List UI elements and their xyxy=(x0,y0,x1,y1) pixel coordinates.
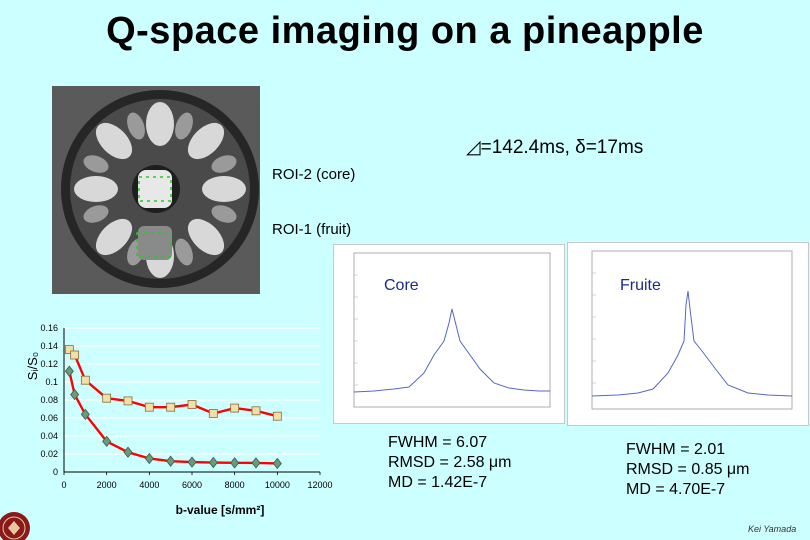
series-1-point xyxy=(272,411,282,421)
series-2-point xyxy=(102,435,112,448)
y-axis-label: Sᵢ/S₀ xyxy=(25,352,40,380)
core-label: Core xyxy=(384,277,419,294)
series-1-point xyxy=(123,396,133,406)
y-tick-label: 0.04 xyxy=(40,431,58,441)
core-md: MD = 1.42E-7 xyxy=(388,474,488,491)
core-fwhm: FWHM = 6.07 xyxy=(388,434,488,451)
core-stats: FWHM = 6.07 RMSD = 2.58 μm MD = 1.42E-7 xyxy=(388,433,511,493)
series-2-point xyxy=(64,365,74,377)
series-1-point xyxy=(64,345,74,355)
series-2-point xyxy=(187,456,197,468)
series-1-point xyxy=(166,402,176,412)
series-2-point xyxy=(123,446,133,458)
x-tick-label: 0 xyxy=(61,480,66,490)
fruit-md: MD = 4.70E-7 xyxy=(626,481,726,498)
y-tick-label: 0.08 xyxy=(40,395,58,405)
roi-1-label: ROI-1 (fruit) xyxy=(272,221,352,238)
x-tick-label: 10000 xyxy=(265,480,290,490)
fruit-label: Fruite xyxy=(620,277,661,294)
fruit-stats: FWHM = 2.01 RMSD = 0.85 μm MD = 4.70E-7 xyxy=(626,440,749,500)
author-credit: Kei Yamada xyxy=(748,524,797,534)
university-seal-logo xyxy=(0,512,30,540)
series-2-line xyxy=(68,370,278,465)
fruit-spectrum-plot: Fruite xyxy=(567,242,809,426)
x-axis-label: b-value [s/mm²] xyxy=(176,503,265,517)
series-1-point xyxy=(230,403,240,413)
series-2-point xyxy=(70,388,80,401)
x-tick-label: 6000 xyxy=(182,480,202,490)
core-rmsd: RMSD = 2.58 μm xyxy=(388,454,512,471)
roi-1-box xyxy=(136,232,171,258)
series-2-point xyxy=(166,455,176,467)
series-1-point xyxy=(187,400,197,409)
x-tick-label: 4000 xyxy=(139,480,159,490)
roi-2-label: ROI-2 (core) xyxy=(272,166,356,183)
y-tick-label: 0.1 xyxy=(45,377,58,387)
slide-title: Q-space imaging on a pineapple xyxy=(106,10,704,52)
mri-image xyxy=(52,86,260,294)
y-tick-label: 0.06 xyxy=(40,413,58,423)
series-1-point xyxy=(208,409,218,418)
series-2-point xyxy=(80,408,90,421)
x-tick-label: 8000 xyxy=(225,480,245,490)
series-1-point xyxy=(80,375,90,385)
y-tick-label: 0 xyxy=(53,467,58,477)
signal-decay-chart: 0 0.02 0.04 0.06 0.08 0.1 0.12 0.14 0.16 0 2000 400… xyxy=(25,323,333,517)
fruit-rmsd: RMSD = 0.85 μm xyxy=(626,461,750,478)
fruit-fwhm: FWHM = 2.01 xyxy=(626,441,726,458)
core-spectrum-plot: Core xyxy=(333,244,565,424)
series-2-point xyxy=(251,457,261,469)
y-tick-label: 0.16 xyxy=(40,323,58,333)
experiment-parameters: ◿=142.4ms, δ=17ms xyxy=(466,137,644,158)
series-1-point xyxy=(102,393,112,403)
series-1-point xyxy=(251,406,261,416)
x-tick-label: 12000 xyxy=(307,480,332,490)
y-tick-label: 0.14 xyxy=(40,341,58,351)
series-1-point xyxy=(144,402,154,412)
roi-2-box xyxy=(138,176,172,202)
y-tick-label: 0.12 xyxy=(40,359,58,369)
series-2-point xyxy=(272,457,282,470)
series-2-point xyxy=(230,457,240,469)
series-1-point xyxy=(70,350,80,360)
series-2-point xyxy=(144,452,154,465)
series-2-point xyxy=(208,456,218,469)
x-tick-label: 2000 xyxy=(97,480,117,490)
y-tick-label: 0.02 xyxy=(40,449,58,459)
